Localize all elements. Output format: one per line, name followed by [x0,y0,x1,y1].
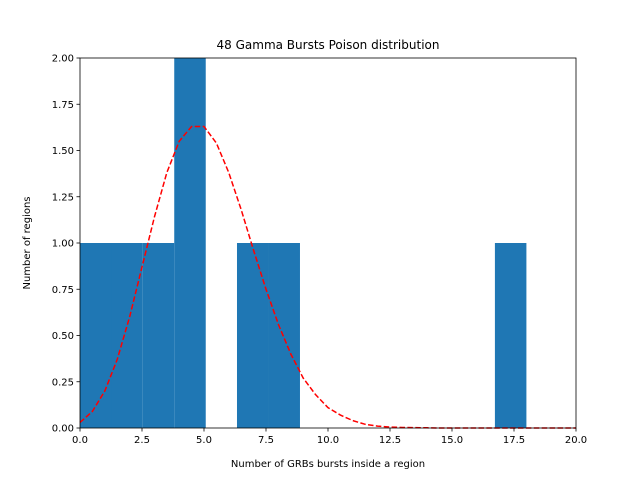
histogram-bar-5 [268,243,300,428]
x-tick-label-6: 15.0 [441,435,463,446]
x-tick-label-7: 17.5 [503,435,525,446]
histogram-bar-3 [174,58,206,428]
y-tick-label-1: 0.25 [52,377,74,388]
y-tick-label-8: 2.00 [52,54,74,65]
y-axis-label: Number of regions [22,196,33,289]
histogram-bar-4 [236,243,269,428]
histogram-bar-0 [80,243,112,428]
x-tick-label-3: 7.5 [258,435,274,446]
x-axis-label: Number of GRBs bursts inside a region [231,459,425,470]
y-tick-label-4: 1.00 [52,239,74,250]
chart-title: 48 Gamma Bursts Poison distribution [217,38,440,52]
y-tick-label-6: 1.50 [52,146,74,157]
histogram-bar-2 [142,243,175,428]
x-tick-label-2: 5.0 [196,435,212,446]
poisson-fit-curve [79,125,576,429]
histogram-bar-1 [111,243,143,428]
y-tick-label-5: 1.25 [52,192,74,203]
x-tick-label-4: 10.0 [317,435,339,446]
y-tick-label-7: 1.75 [52,100,74,111]
plot-area: 0.0 2.5 5.0 7.5 10.0 12.5 15.0 17.5 20.0 0.00 0.25… [52,54,587,447]
y-tick-label-3: 0.75 [52,285,74,296]
histogram-bar-6 [494,243,527,428]
x-tick-label-5: 12.5 [379,435,401,446]
x-tick-label-0: 0.0 [72,435,88,446]
x-tick-label-8: 20.0 [565,435,587,446]
y-tick-label-2: 0.50 [52,331,74,342]
y-tick-label-0: 0.00 [52,424,74,435]
x-tick-label-1: 2.5 [134,435,150,446]
